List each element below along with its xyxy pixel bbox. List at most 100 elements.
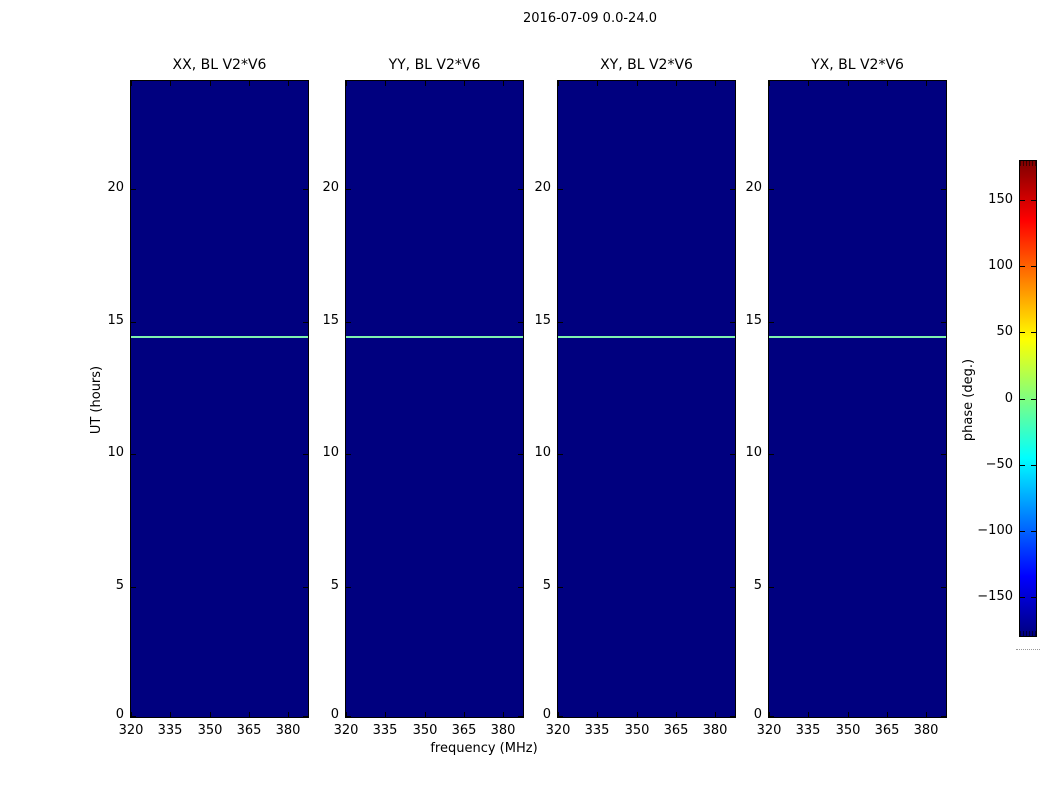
x-tick-mark: [597, 81, 598, 86]
x-tick-mark: [637, 81, 638, 86]
y-tick-mark: [303, 587, 308, 588]
y-tick-label: 10: [107, 445, 124, 460]
x-tick-label: 320: [118, 723, 144, 738]
y-tick-mark: [730, 189, 735, 190]
x-tick-label: 320: [545, 723, 571, 738]
colorbar-tick-mark: [1019, 266, 1025, 267]
y-tick-mark: [346, 189, 351, 190]
x-tick-mark: [558, 712, 559, 717]
colorbar-tick-mark: [1031, 266, 1037, 267]
colorbar-tick-mark: [1031, 465, 1037, 466]
y-tick-mark: [769, 454, 774, 455]
x-tick-label: 350: [835, 723, 861, 738]
colorbar-tick-label: 0: [1004, 391, 1013, 406]
y-tick-mark: [303, 716, 308, 717]
x-tick-label: 350: [197, 723, 223, 738]
x-tick-label: 365: [663, 723, 689, 738]
feature-line: [346, 336, 523, 338]
y-tick-mark: [730, 322, 735, 323]
y-tick-label: 10: [745, 445, 762, 460]
y-tick-label: 20: [322, 180, 339, 195]
x-tick-mark: [887, 712, 888, 717]
x-tick-label: 380: [490, 723, 516, 738]
x-tick-label: 335: [372, 723, 398, 738]
x-tick-mark: [170, 712, 171, 717]
x-tick-label: 380: [275, 723, 301, 738]
colorbar-tick-mark: [1031, 531, 1037, 532]
y-tick-mark: [941, 716, 946, 717]
panel-title: YY, BL V2*V6: [388, 57, 481, 73]
y-tick-mark: [558, 454, 563, 455]
x-tick-mark: [926, 712, 927, 717]
x-tick-mark: [808, 712, 809, 717]
y-tick-mark: [730, 587, 735, 588]
heatmap-panel: [345, 80, 524, 718]
y-tick-label: 10: [534, 445, 551, 460]
colorbar-top-comb: [1020, 161, 1036, 166]
x-tick-mark: [210, 81, 211, 86]
colorbar-tick-mark: [1031, 399, 1037, 400]
x-tick-label: 335: [795, 723, 821, 738]
y-tick-mark: [131, 322, 136, 323]
y-tick-mark: [769, 322, 774, 323]
y-tick-label: 5: [753, 578, 762, 593]
heatmap-panel: [130, 80, 309, 718]
y-tick-label: 0: [542, 707, 551, 722]
x-tick-label: 365: [874, 723, 900, 738]
y-tick-label: 20: [107, 180, 124, 195]
y-tick-mark: [518, 587, 523, 588]
colorbar-tick-mark: [1031, 332, 1037, 333]
panel-title: XX, BL V2*V6: [172, 57, 267, 73]
x-tick-label: 335: [157, 723, 183, 738]
x-tick-mark: [385, 712, 386, 717]
y-tick-mark: [558, 322, 563, 323]
x-tick-mark: [676, 81, 677, 86]
y-tick-mark: [303, 189, 308, 190]
colorbar-tick-mark: [1019, 332, 1025, 333]
x-tick-mark: [170, 81, 171, 86]
y-tick-mark: [941, 322, 946, 323]
x-tick-mark: [715, 81, 716, 86]
y-tick-label: 15: [534, 313, 551, 328]
x-tick-mark: [249, 712, 250, 717]
feature-line: [769, 336, 946, 338]
y-tick-label: 15: [107, 313, 124, 328]
colorbar-bottom-comb: [1020, 631, 1036, 636]
colorbar-tick-mark: [1019, 597, 1025, 598]
y-tick-mark: [131, 454, 136, 455]
y-tick-mark: [346, 322, 351, 323]
y-tick-mark: [941, 189, 946, 190]
x-tick-mark: [249, 81, 250, 86]
colorbar-tick-mark: [1019, 399, 1025, 400]
x-tick-mark: [464, 712, 465, 717]
x-tick-label: 380: [702, 723, 728, 738]
x-tick-label: 365: [451, 723, 477, 738]
x-tick-mark: [503, 712, 504, 717]
x-tick-mark: [346, 81, 347, 86]
colorbar-tick-mark: [1031, 597, 1037, 598]
x-tick-mark: [808, 81, 809, 86]
x-tick-mark: [637, 712, 638, 717]
y-tick-mark: [518, 716, 523, 717]
x-tick-mark: [464, 81, 465, 86]
colorbar-tick-label: 50: [996, 324, 1013, 339]
x-tick-label: 365: [236, 723, 262, 738]
y-tick-mark: [730, 454, 735, 455]
x-tick-mark: [288, 81, 289, 86]
y-tick-label: 5: [542, 578, 551, 593]
x-tick-mark: [288, 712, 289, 717]
colorbar-tick-mark: [1031, 200, 1037, 201]
x-tick-mark: [926, 81, 927, 86]
x-tick-mark: [597, 712, 598, 717]
colorbar-tick-label: 100: [988, 258, 1013, 273]
colorbar-tick-label: −150: [977, 589, 1013, 604]
colorbar-underline-dots: [1016, 649, 1040, 650]
feature-line: [131, 336, 308, 338]
y-tick-mark: [730, 716, 735, 717]
y-tick-label: 15: [745, 313, 762, 328]
y-tick-label: 5: [115, 578, 124, 593]
x-tick-mark: [887, 81, 888, 86]
y-tick-mark: [131, 716, 136, 717]
x-tick-mark: [385, 81, 386, 86]
x-tick-mark: [425, 81, 426, 86]
